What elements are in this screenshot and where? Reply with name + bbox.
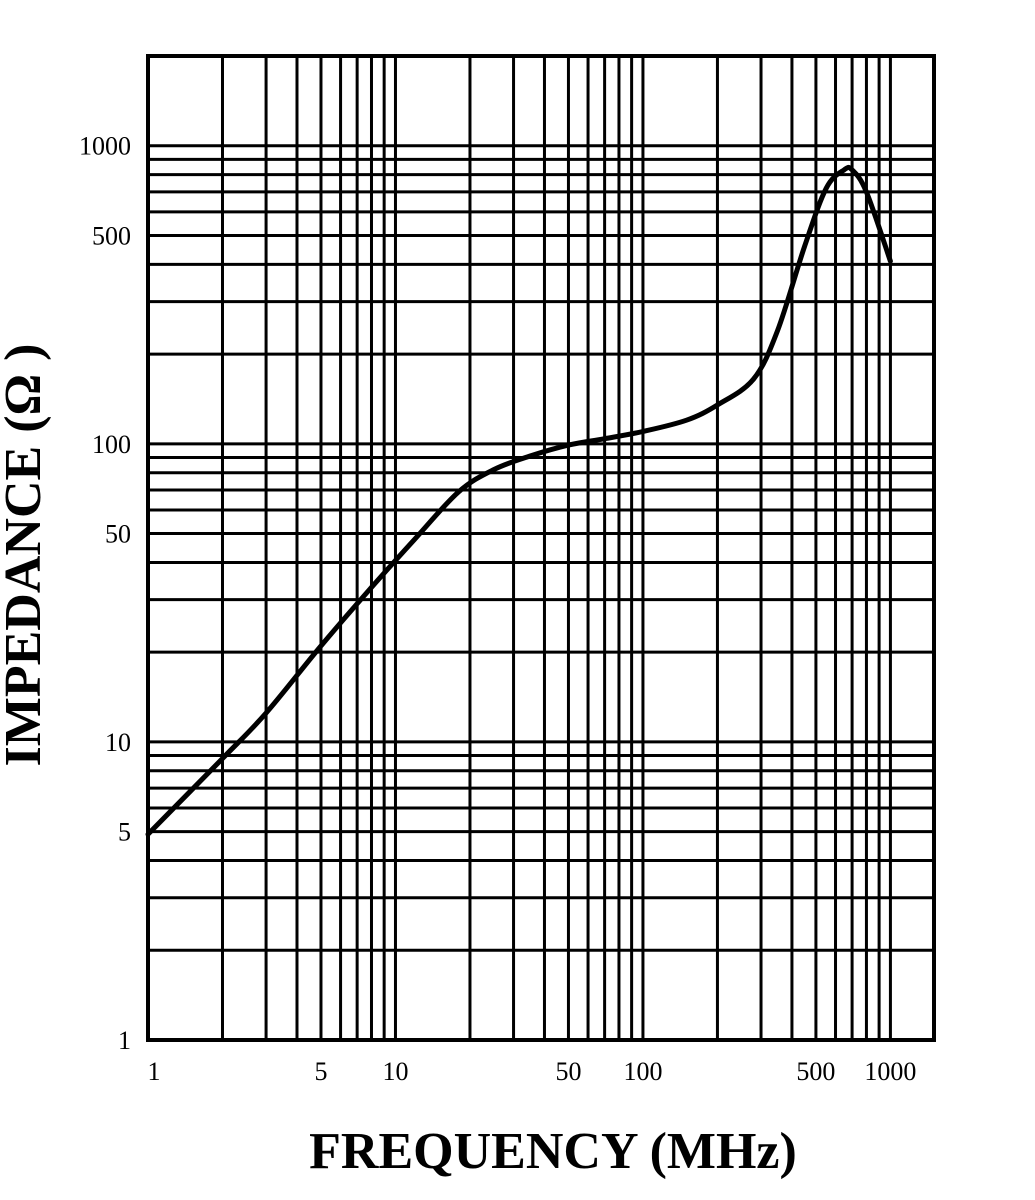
x-tick-label: 500: [796, 1057, 835, 1086]
impedance-curve: [145, 164, 893, 837]
plot-frame: [146, 54, 936, 1042]
tick-labels: 1 5 10 50 100 500 1000 1 5 10 50 100 500 1000: [79, 132, 916, 1086]
y-tick-label: 5: [118, 818, 131, 847]
y-tick-label: 500: [92, 221, 131, 250]
x-tick-label: 1: [148, 1057, 161, 1086]
grid: [148, 56, 934, 1040]
y-tick-label: 50: [105, 520, 131, 549]
x-axis-title: FREQUENCY (MHz): [309, 1123, 797, 1180]
y-axis-title: IMPEDANCE (Ω ): [0, 344, 52, 767]
y-tick-label: 100: [92, 430, 131, 459]
y-tick-label: 10: [105, 728, 131, 757]
x-tick-label: 100: [623, 1057, 662, 1086]
x-tick-label: 1000: [864, 1057, 916, 1086]
x-tick-label: 10: [382, 1057, 408, 1086]
x-tick-label: 50: [555, 1057, 581, 1086]
y-tick-label: 1000: [79, 132, 131, 161]
x-tick-label: 5: [314, 1057, 327, 1086]
y-tick-label: 1: [118, 1026, 131, 1055]
